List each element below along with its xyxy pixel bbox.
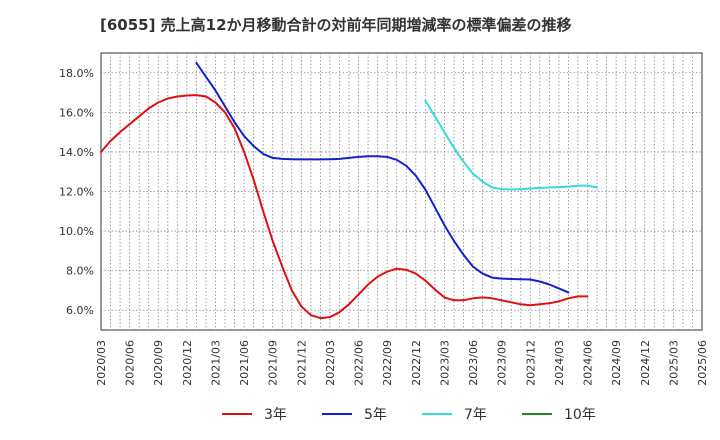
x-tick-label: 2022/09 <box>381 340 394 386</box>
legend-item: 7年 <box>422 407 487 423</box>
y-tick-label: 12.0% <box>59 186 94 199</box>
x-tick-label: 2021/03 <box>209 340 222 386</box>
y-tick-label: 18.0% <box>59 67 94 80</box>
legend: 3年 5年 7年 10年 <box>222 407 596 423</box>
x-tick-label: 2022/03 <box>324 340 337 386</box>
y-tick-label: 16.0% <box>59 106 94 119</box>
series-line-3 <box>424 99 599 191</box>
x-tick-label: 2020/09 <box>152 340 165 386</box>
x-tick-label: 2023/03 <box>438 340 451 386</box>
plot-area: 6.0% 8.0% 10.0% 12.0% 14.0% 16.0% 18.0% 2020/03… <box>59 52 709 386</box>
series-line-1 <box>100 94 589 320</box>
y-tick-label: 14.0% <box>59 146 94 159</box>
x-tick-label: 2021/06 <box>238 340 251 386</box>
chart-title: [6055] 売上高12か月移動合計の対前年同期増減率の標準偏差の推移 <box>100 16 572 34</box>
x-tick-label: 2025/03 <box>667 340 680 386</box>
series-line-2 <box>195 61 570 294</box>
x-tick-label: 2023/09 <box>496 340 509 386</box>
y-tick-label: 8.0% <box>66 265 94 278</box>
x-tick-label: 2024/12 <box>639 340 652 386</box>
y-tick-label: 6.0% <box>66 304 94 317</box>
legend-label: 7年 <box>464 407 487 423</box>
x-tick-label: 2020/06 <box>124 340 137 386</box>
x-tick-label: 2021/12 <box>295 340 308 386</box>
x-tick-label: 2022/06 <box>353 340 366 386</box>
x-tick-label: 2021/09 <box>267 340 280 386</box>
x-tick-label: 2024/03 <box>553 340 566 386</box>
legend-label: 10年 <box>564 407 596 423</box>
legend-item: 5年 <box>322 407 387 423</box>
x-tick-label: 2022/12 <box>410 340 423 386</box>
x-tick-label: 2024/06 <box>582 340 595 386</box>
legend-label: 3年 <box>264 407 287 423</box>
legend-item: 10年 <box>522 407 596 423</box>
legend-item: 3年 <box>222 407 287 423</box>
x-tick-label: 2020/03 <box>95 340 108 386</box>
x-tick-label: 2023/12 <box>524 340 537 386</box>
x-tick-label: 2023/06 <box>467 340 480 386</box>
legend-label: 5年 <box>364 407 387 423</box>
x-tick-label: 2024/09 <box>610 340 623 386</box>
y-tick-label: 10.0% <box>59 225 94 238</box>
x-tick-label: 2020/12 <box>181 340 194 386</box>
x-tick-label: 2025/06 <box>696 340 709 386</box>
